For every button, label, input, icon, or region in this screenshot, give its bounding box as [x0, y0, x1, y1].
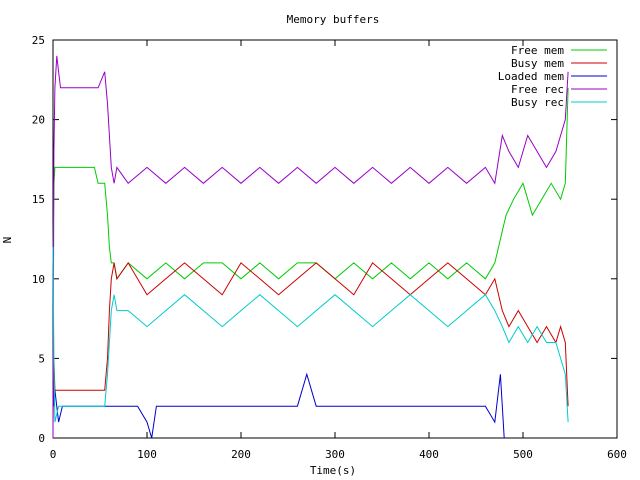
chart-title: Memory buffers — [287, 13, 380, 26]
legend-label-busy-rec: Busy rec — [511, 96, 564, 109]
series-line-free-mem — [52, 87, 569, 281]
series-line-free-rec — [52, 55, 569, 439]
y-tick-label: 5 — [38, 352, 45, 365]
y-tick-label: 15 — [32, 193, 45, 206]
y-tick-label: 10 — [32, 273, 45, 286]
y-axis-label: N — [1, 237, 14, 244]
x-tick-label: 600 — [607, 448, 627, 461]
series-line-loaded-mem — [52, 278, 505, 439]
series-line-busy-rec — [52, 246, 569, 423]
x-tick-label: 300 — [325, 448, 345, 461]
y-tick-label: 20 — [32, 114, 45, 127]
legend-label-loaded-mem: Loaded mem — [498, 70, 565, 83]
x-axis-ticks: 0 100 200 300 400 500 600 — [50, 40, 627, 461]
legend-label-free-rec: Free rec — [511, 83, 564, 96]
x-tick-label: 0 — [50, 448, 57, 461]
x-tick-label: 400 — [419, 448, 439, 461]
legend-label-free-mem: Free mem — [511, 44, 564, 57]
x-axis-label: Time(s) — [310, 464, 356, 477]
x-tick-label: 200 — [231, 448, 251, 461]
series-line-busy-mem — [52, 261, 569, 423]
series-lines — [52, 55, 569, 439]
legend-label-busy-mem: Busy mem — [511, 57, 564, 70]
x-tick-label: 500 — [513, 448, 533, 461]
y-tick-label: 0 — [38, 432, 45, 445]
y-tick-label: 25 — [32, 34, 45, 47]
x-tick-label: 100 — [137, 448, 157, 461]
